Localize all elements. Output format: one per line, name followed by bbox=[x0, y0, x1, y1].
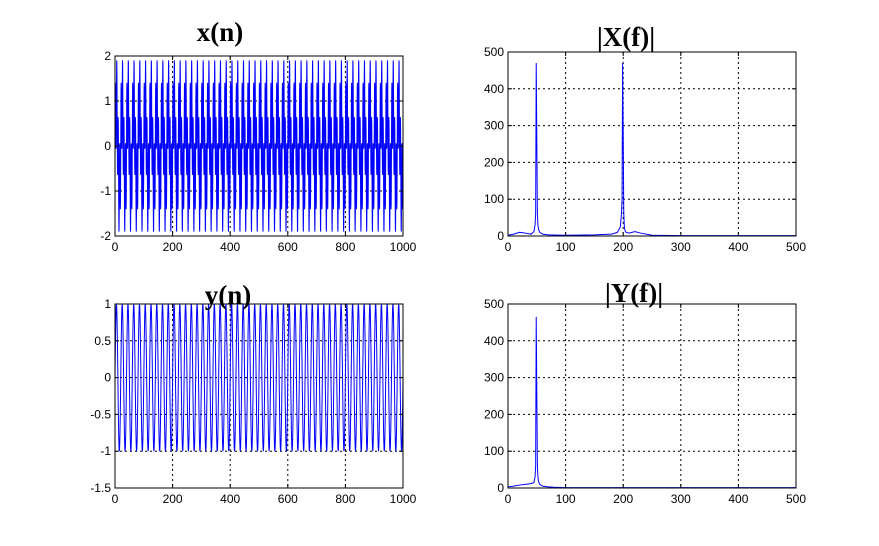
y-tick-label: -1 bbox=[100, 444, 111, 458]
chart-title: x(n) bbox=[197, 17, 244, 47]
x-tick-label: 300 bbox=[671, 492, 691, 506]
axes-frame bbox=[507, 303, 797, 489]
x-tick-label: 1000 bbox=[390, 492, 417, 506]
axes-border bbox=[507, 303, 797, 489]
x-tick-label: 800 bbox=[335, 240, 355, 254]
y-tick-label: 1 bbox=[104, 94, 111, 108]
x-tick-label: 0 bbox=[112, 240, 119, 254]
x-tick-label: 100 bbox=[556, 492, 576, 506]
series-line bbox=[508, 63, 796, 236]
x-tick-label: 200 bbox=[163, 492, 183, 506]
axes-border bbox=[114, 303, 404, 489]
x-tick-label: 500 bbox=[786, 240, 806, 254]
x-tick-label: 400 bbox=[728, 240, 748, 254]
x-tick-label: 200 bbox=[613, 240, 633, 254]
y-tick-label: 0 bbox=[497, 481, 504, 495]
y-tick-label: 0 bbox=[497, 229, 504, 243]
y-tick-label: 400 bbox=[484, 82, 504, 96]
y-tick-label: 0.5 bbox=[94, 334, 111, 348]
y-tick-label: -1.5 bbox=[90, 481, 111, 495]
y-tick-label: 400 bbox=[484, 334, 504, 348]
x-tick-label: 0 bbox=[505, 240, 512, 254]
x-tick-label: 0 bbox=[112, 492, 119, 506]
x-tick-label: 300 bbox=[671, 240, 691, 254]
y-tick-label: 500 bbox=[484, 297, 504, 311]
y-tick-label: 1 bbox=[104, 297, 111, 311]
x-tick-label: 400 bbox=[728, 492, 748, 506]
y-tick-label: 300 bbox=[484, 119, 504, 133]
x-tick-label: 400 bbox=[220, 240, 240, 254]
y-tick-label: -0.5 bbox=[90, 407, 111, 421]
y-tick-label: 0 bbox=[104, 371, 111, 385]
y-tick-label: 100 bbox=[484, 192, 504, 206]
y-tick-label: 100 bbox=[484, 444, 504, 458]
y-tick-label: 2 bbox=[104, 49, 111, 63]
plot-x-f-magnitude: 0 100 200 300 400 500 0 100 200 300 400 500 |X(f)| bbox=[484, 22, 806, 254]
axes-frame bbox=[507, 51, 797, 237]
x-tick-label: 600 bbox=[278, 240, 298, 254]
x-tick-label: 600 bbox=[278, 492, 298, 506]
plot-y-f-magnitude: 0 100 200 300 400 500 0 100 200 300 400 500 |Y(f)| bbox=[484, 278, 806, 506]
y-tick-label: -2 bbox=[100, 229, 111, 243]
y-tick-label: 500 bbox=[484, 45, 504, 59]
y-tick-label: 200 bbox=[484, 407, 504, 421]
x-tick-label: 800 bbox=[335, 492, 355, 506]
y-tick-label: 300 bbox=[484, 371, 504, 385]
x-tick-label: 200 bbox=[163, 240, 183, 254]
y-tick-label: 200 bbox=[484, 155, 504, 169]
x-tick-label: 1000 bbox=[390, 240, 417, 254]
x-tick-label: 400 bbox=[220, 492, 240, 506]
x-tick-label: 100 bbox=[556, 240, 576, 254]
chart-title: |Y(f)| bbox=[605, 278, 663, 308]
x-tick-label: 200 bbox=[613, 492, 633, 506]
axes-border bbox=[507, 51, 797, 237]
y-tick-label: 0 bbox=[104, 139, 111, 153]
plot-y-n: 0 200 400 600 800 1000 -1.5 -1 -0.5 0 0.5 1 y(n) bbox=[90, 280, 416, 506]
x-tick-label: 500 bbox=[786, 492, 806, 506]
chart-title: |X(f)| bbox=[597, 22, 655, 52]
chart-title: y(n) bbox=[205, 280, 252, 310]
series-line bbox=[115, 304, 403, 452]
x-tick-label: 0 bbox=[505, 492, 512, 506]
plot-x-n: 0 200 400 600 800 1000 -2 -1 0 1 2 x(n) bbox=[100, 17, 416, 254]
y-tick-label: -1 bbox=[100, 184, 111, 198]
series-line bbox=[115, 60, 403, 232]
